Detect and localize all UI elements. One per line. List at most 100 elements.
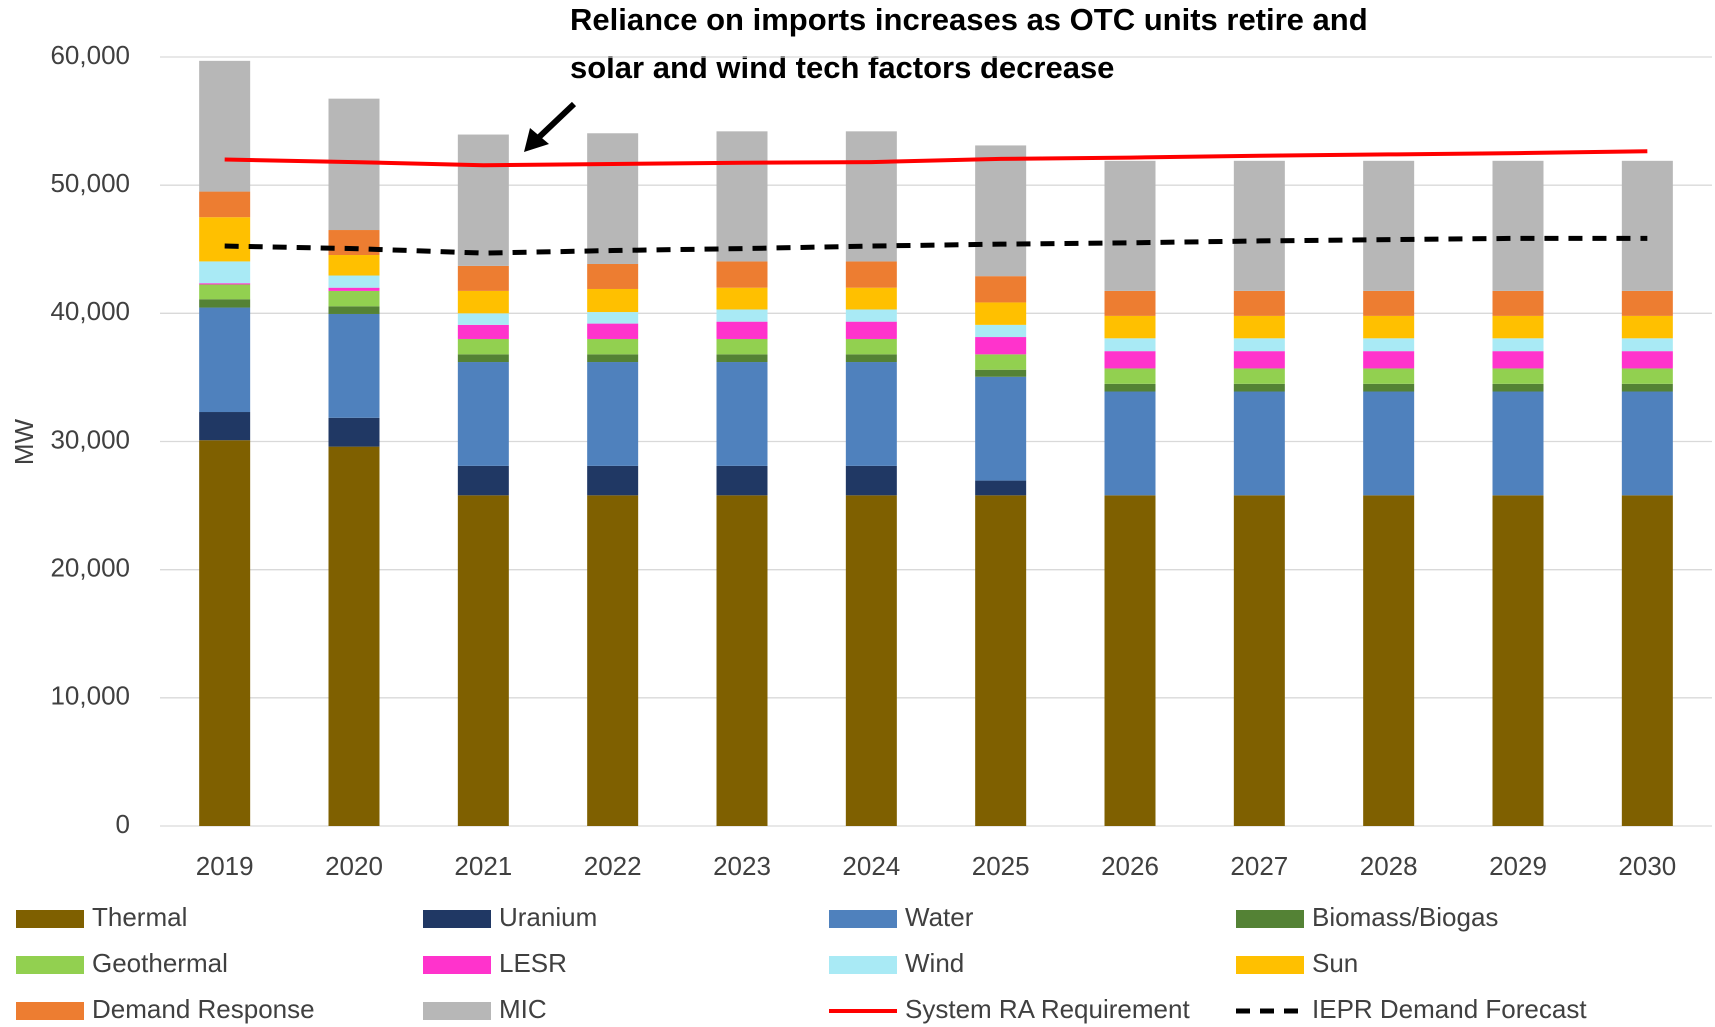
bar-segment xyxy=(1492,383,1544,392)
bar-segment xyxy=(716,354,768,363)
bar-segment xyxy=(587,362,639,466)
bar-segment xyxy=(587,312,639,324)
bar-segment xyxy=(716,261,768,288)
bar-segment xyxy=(587,338,639,355)
bar-segment xyxy=(457,134,509,266)
bar-segment xyxy=(975,145,1027,277)
y-tick-label: 0 xyxy=(116,809,130,839)
y-tick-label: 60,000 xyxy=(50,40,130,70)
y-tick-label: 40,000 xyxy=(50,296,130,326)
y-axis-label: MW xyxy=(9,418,39,465)
bar-segment xyxy=(1363,315,1415,339)
legend-swatch xyxy=(16,1002,84,1020)
legend-label: Water xyxy=(905,902,974,932)
bar-segment xyxy=(457,290,509,314)
bar-segment xyxy=(1492,290,1544,316)
bar-segment xyxy=(587,495,639,826)
y-tick-label: 30,000 xyxy=(50,424,130,454)
bar-segment xyxy=(1621,368,1673,384)
bar-segment xyxy=(199,412,251,441)
x-tick-label: 2024 xyxy=(842,851,900,881)
bar-segment xyxy=(1621,290,1673,316)
bar-segment xyxy=(457,265,509,291)
bar-segment xyxy=(587,133,639,264)
x-tick-label: 2027 xyxy=(1230,851,1288,881)
bar-segment xyxy=(1621,160,1673,291)
bar-segment xyxy=(1492,368,1544,384)
legend-swatch xyxy=(16,910,84,928)
bar-segment xyxy=(845,287,897,310)
bar-segment xyxy=(975,376,1027,481)
bar-segment xyxy=(199,217,251,262)
bar-segment xyxy=(1104,391,1156,496)
annotation-line-1: Reliance on imports increases as OTC uni… xyxy=(570,2,1368,37)
bar-segment xyxy=(457,362,509,466)
bar-segment xyxy=(457,495,509,826)
bar-segment xyxy=(845,465,897,496)
x-tick-label: 2026 xyxy=(1101,851,1159,881)
bar-segment xyxy=(1363,160,1415,291)
legend-swatch xyxy=(829,956,897,974)
bar-segment xyxy=(975,276,1027,303)
bar-segment xyxy=(1104,315,1156,339)
legend-swatch xyxy=(1236,910,1304,928)
bar-segment xyxy=(328,287,380,291)
bar-segment xyxy=(328,417,380,447)
bar-segment xyxy=(1104,383,1156,392)
x-tick-label: 2022 xyxy=(584,851,642,881)
bar-segment xyxy=(1492,338,1544,352)
legend-swatch xyxy=(1236,956,1304,974)
x-tick-label: 2030 xyxy=(1618,851,1676,881)
legend-label: MIC xyxy=(499,994,547,1024)
bar-segment xyxy=(975,480,1027,496)
bar-segment xyxy=(1363,368,1415,384)
bar-segment xyxy=(587,263,639,289)
legend-label: LESR xyxy=(499,948,567,978)
bar-segment xyxy=(1492,351,1544,369)
bar-segment xyxy=(587,323,639,339)
bar-segment xyxy=(1104,368,1156,384)
bar-segment xyxy=(1233,290,1285,316)
bar-segment xyxy=(975,337,1027,355)
bar-segment xyxy=(1363,338,1415,352)
bar-segment xyxy=(587,354,639,363)
y-tick-label: 10,000 xyxy=(50,681,130,711)
bar-segment xyxy=(199,261,251,284)
bar-segment xyxy=(1104,290,1156,316)
bar-segment xyxy=(1104,160,1156,291)
bar-segment xyxy=(328,290,380,307)
bar-segment xyxy=(1621,315,1673,339)
legend-label: Wind xyxy=(905,948,964,978)
bar-segment xyxy=(1104,495,1156,826)
bar-segment xyxy=(1621,351,1673,369)
bar-segment xyxy=(1621,391,1673,496)
bar-segment xyxy=(845,362,897,466)
bar-segment xyxy=(587,465,639,496)
bar-segment xyxy=(1621,495,1673,826)
bar-segment xyxy=(1492,391,1544,496)
bar-segment xyxy=(1104,338,1156,352)
bar-segment xyxy=(328,306,380,314)
legend-label: Geothermal xyxy=(92,948,228,978)
bar-segment xyxy=(1233,383,1285,392)
bar-segment xyxy=(587,288,639,313)
bar-segment xyxy=(1492,160,1544,291)
bar-segment xyxy=(328,275,380,288)
bar-segment xyxy=(1363,351,1415,369)
x-tick-label: 2023 xyxy=(713,851,771,881)
legend-swatch xyxy=(16,956,84,974)
bar-segment xyxy=(457,324,509,339)
bar-segment xyxy=(975,369,1027,377)
bar-segment xyxy=(716,362,768,466)
bar-segment xyxy=(1233,160,1285,291)
bar-segment xyxy=(716,338,768,355)
bar-segment xyxy=(328,255,380,276)
bar-segment xyxy=(716,321,768,339)
legend-label: Uranium xyxy=(499,902,597,932)
bar-segment xyxy=(457,354,509,363)
legend-label: Sun xyxy=(1312,948,1358,978)
bar-segment xyxy=(199,60,251,192)
bar-segment xyxy=(845,321,897,339)
y-tick-label: 50,000 xyxy=(50,168,130,198)
bar-segment xyxy=(845,354,897,363)
